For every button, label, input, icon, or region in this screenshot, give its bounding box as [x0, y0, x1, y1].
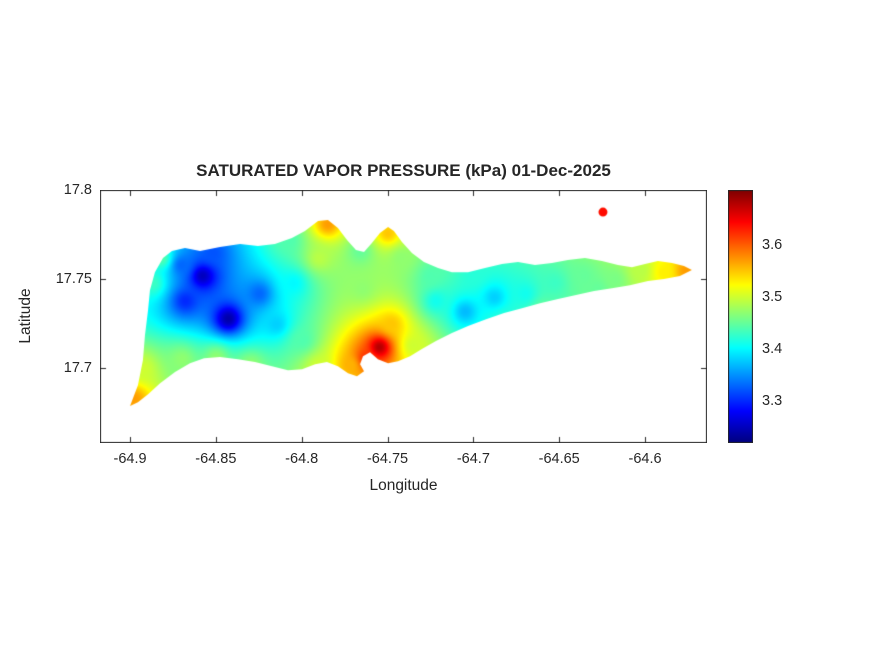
x-tick-label: -64.8 — [285, 451, 319, 467]
x-tick-label: -64.9 — [113, 451, 147, 467]
x-tick-label: -64.65 — [538, 451, 580, 467]
map-canvas — [100, 190, 707, 443]
x-tick-label: -64.7 — [456, 451, 490, 467]
x-tick-label: -64.6 — [628, 451, 662, 467]
colorbar-tick-label: 3.4 — [762, 341, 783, 358]
y-tick-label: 17.8 — [63, 182, 92, 198]
colorbar-tick-label: 3.5 — [762, 288, 783, 305]
colorbar-canvas — [728, 190, 753, 443]
colorbar-tick-label: 3.6 — [762, 236, 783, 253]
x-axis-label: Longitude — [369, 477, 438, 494]
colorbar-tick-label: 3.3 — [762, 393, 783, 410]
colorbar — [728, 190, 753, 443]
y-tick-label: 17.75 — [55, 271, 92, 288]
chart-title: SATURATED VAPOR PRESSURE (kPa) 01-Dec-20… — [196, 161, 611, 180]
x-tick-label: -64.75 — [366, 451, 409, 467]
y-tick-label: 17.7 — [63, 360, 92, 377]
y-axis-label: Latitude — [17, 288, 34, 344]
plot-area — [100, 190, 707, 443]
x-tick-label: -64.85 — [195, 451, 237, 467]
